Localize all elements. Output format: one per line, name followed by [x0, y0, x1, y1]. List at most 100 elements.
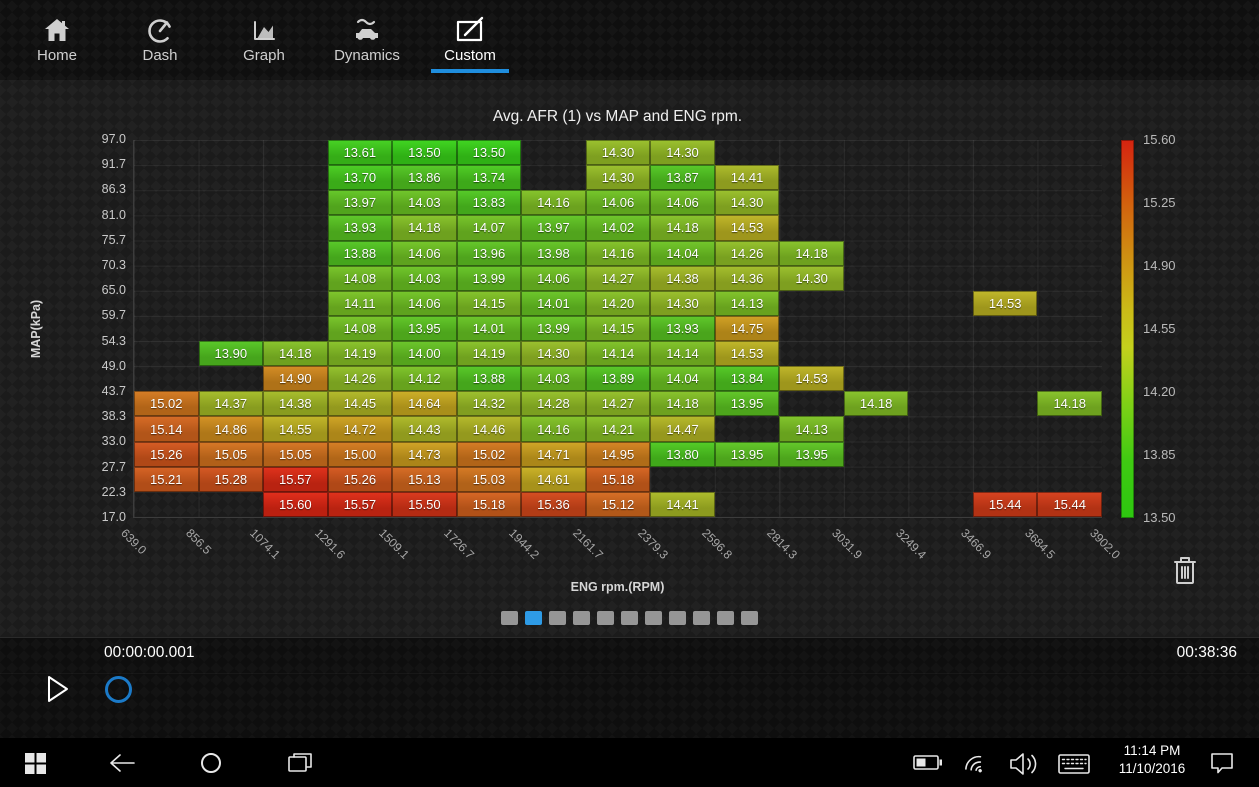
- heatmap-cell: 14.19: [327, 341, 393, 367]
- heatmap-cell: 14.53: [972, 290, 1038, 316]
- graph-icon: [250, 14, 278, 44]
- heatmap-cell: 14.30: [714, 190, 780, 216]
- back-button[interactable]: [108, 751, 136, 780]
- heatmap-cell: 14.18: [1037, 391, 1102, 417]
- heatmap-cell: 14.27: [585, 391, 651, 417]
- heatmap-cell: 14.53: [714, 341, 780, 367]
- heatmap-cell: 14.06: [392, 290, 457, 316]
- heatmap-cell: 13.74: [456, 165, 522, 191]
- start-button[interactable]: [25, 753, 46, 779]
- nav-item-home[interactable]: Home: [2, 14, 112, 76]
- heatmap-cell: 14.90: [263, 366, 328, 392]
- x-axis-title: ENG rpm.(RPM): [570, 580, 665, 594]
- action-center-button[interactable]: [1210, 752, 1234, 779]
- colorbar: [1121, 140, 1134, 518]
- heatmap-cell: 14.73: [392, 441, 457, 467]
- heatmap-cell: 14.53: [779, 366, 844, 392]
- play-icon: [48, 676, 68, 702]
- volume-button[interactable]: [1008, 751, 1040, 782]
- delete-chart-button[interactable]: [1170, 553, 1200, 587]
- heatmap-cell: 14.04: [650, 240, 715, 266]
- touch-keyboard-button[interactable]: [1058, 754, 1090, 779]
- heatmap-cell: 13.93: [327, 215, 393, 241]
- task-view-button[interactable]: [287, 752, 313, 779]
- wifi-button[interactable]: [963, 751, 991, 782]
- page-dot-5[interactable]: [597, 611, 614, 625]
- colorbar-tick: 13.85: [1143, 447, 1176, 462]
- heatmap-cell: 14.18: [843, 391, 909, 417]
- colorbar-tick: 14.20: [1143, 384, 1176, 399]
- heatmap-cell: 14.18: [263, 341, 328, 367]
- heatmap-cell: 15.26: [327, 466, 393, 492]
- page-dot-3[interactable]: [549, 611, 566, 625]
- heatmap-cell: 13.50: [456, 140, 522, 166]
- page-dot-8[interactable]: [669, 611, 686, 625]
- heatmap-cell: 13.70: [327, 165, 393, 191]
- y-axis-tick: 17.0: [101, 510, 126, 524]
- page-dot-11[interactable]: [741, 611, 758, 625]
- x-axis-tick: 3902.0: [1087, 526, 1123, 562]
- custom-icon: [455, 14, 485, 44]
- notification-icon: [1211, 753, 1233, 774]
- y-axis-tick: 81.0: [101, 207, 126, 222]
- heatmap-cell: 13.95: [392, 315, 457, 342]
- play-button[interactable]: [46, 674, 70, 704]
- heatmap-cell: 14.13: [714, 290, 780, 316]
- y-axis-tick: 54.3: [101, 333, 126, 348]
- heatmap-cell: 14.64: [392, 391, 457, 417]
- timeline-scrubber-handle[interactable]: [105, 676, 132, 703]
- nav-item-custom[interactable]: Custom: [415, 14, 525, 76]
- heatmap-cell: 15.18: [456, 491, 522, 517]
- colorbar-tick: 13.50: [1143, 510, 1176, 525]
- nav-item-label: Dash: [142, 47, 178, 64]
- heatmap-cell: 14.16: [521, 416, 586, 442]
- heatmap-cell: 13.83: [456, 190, 522, 216]
- battery-button[interactable]: [913, 754, 943, 776]
- page-dot-1[interactable]: [501, 611, 518, 625]
- page-dot-10[interactable]: [717, 611, 734, 625]
- windows-taskbar: 11:14 PM 11/10/2016: [0, 738, 1259, 787]
- heatmap-cell: 14.12: [392, 366, 457, 392]
- heatmap-cell: 13.86: [392, 165, 457, 191]
- heatmap-cell: 14.55: [263, 416, 328, 442]
- heatmap-cell: 15.18: [585, 466, 651, 492]
- home-circle-button[interactable]: [200, 752, 222, 779]
- heatmap-cell: 14.37: [198, 391, 264, 417]
- nav-item-label: Dynamics: [334, 47, 400, 64]
- heatmap-cell: 14.27: [585, 265, 651, 291]
- heatmap-cell: 15.28: [198, 466, 264, 492]
- heatmap-cell: 14.08: [327, 315, 393, 342]
- heatmap-cell: 14.86: [198, 416, 264, 442]
- taskbar-clock[interactable]: 11:14 PM 11/10/2016: [1104, 742, 1200, 778]
- nav-item-dynamics[interactable]: Dynamics: [312, 14, 422, 76]
- heatmap-cell: 14.14: [585, 341, 651, 367]
- heatmap-cell: 14.01: [521, 290, 586, 316]
- heatmap-cell: 15.02: [134, 391, 199, 417]
- heatmap-cell: 14.06: [585, 190, 651, 216]
- colorbar-tick: 15.25: [1143, 195, 1176, 210]
- heatmap-cell: 15.50: [392, 491, 457, 517]
- heatmap-cell: 14.08: [327, 265, 393, 291]
- heatmap-cell: 14.15: [585, 315, 651, 342]
- heatmap-cell: 14.03: [392, 190, 457, 216]
- heatmap-cell: 14.75: [714, 315, 780, 342]
- heatmap-cell: 14.11: [327, 290, 393, 316]
- nav-item-label: Home: [36, 47, 77, 64]
- heatmap-cell: 15.05: [198, 441, 264, 467]
- heatmap-cell: 14.47: [650, 416, 715, 442]
- heatmap-cell: 14.02: [585, 215, 651, 241]
- heatmap-cell: 14.18: [779, 240, 844, 266]
- page-dot-4[interactable]: [573, 611, 590, 625]
- home-icon: [43, 14, 71, 44]
- nav-item-dash[interactable]: Dash: [105, 14, 215, 76]
- page-dot-7[interactable]: [645, 611, 662, 625]
- heatmap-cell: 13.88: [327, 240, 393, 266]
- nav-item-graph[interactable]: Graph: [209, 14, 319, 76]
- x-axis-tick: 2596.8: [699, 526, 736, 562]
- chart-title: Avg. AFR (1) vs MAP and ENG rpm.: [492, 108, 743, 125]
- page-dot-9[interactable]: [693, 611, 710, 625]
- heatmap-cell: 14.72: [327, 416, 393, 442]
- page-dot-2-active[interactable]: [525, 611, 542, 625]
- page-dot-6[interactable]: [621, 611, 638, 625]
- page-indicator: [0, 611, 1259, 625]
